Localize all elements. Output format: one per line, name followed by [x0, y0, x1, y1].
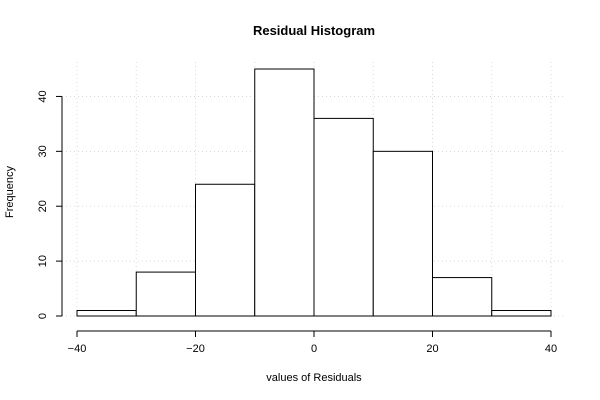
histogram-bar [76, 310, 137, 317]
histogram-bar [372, 150, 433, 317]
chart-title: Residual Histogram [253, 23, 375, 38]
y-tick-label: 10 [37, 255, 49, 267]
histogram-bar [432, 277, 493, 317]
x-tick-label: −20 [186, 343, 205, 355]
y-tick-label: 20 [37, 200, 49, 212]
x-tick-label: 20 [426, 343, 438, 355]
y-tick-label: 0 [37, 313, 49, 319]
x-tick-label: 40 [545, 343, 557, 355]
x-tick-label: 0 [311, 343, 317, 355]
x-axis-label: values of Residuals [266, 372, 362, 384]
histogram-bar [254, 68, 315, 317]
histogram-bar [195, 183, 256, 317]
histogram-bar [491, 310, 552, 317]
y-tick-label: 30 [37, 145, 49, 157]
x-tick-label: −40 [68, 343, 87, 355]
y-axis: 0 10 20 30 40 [37, 90, 63, 319]
y-tick-label: 40 [37, 90, 49, 102]
histogram-bar [135, 271, 196, 317]
y-axis-label: Frequency [4, 166, 16, 218]
histogram-bar [313, 117, 374, 317]
x-axis: −40 −20 0 20 40 [68, 330, 557, 355]
bars [76, 68, 552, 317]
